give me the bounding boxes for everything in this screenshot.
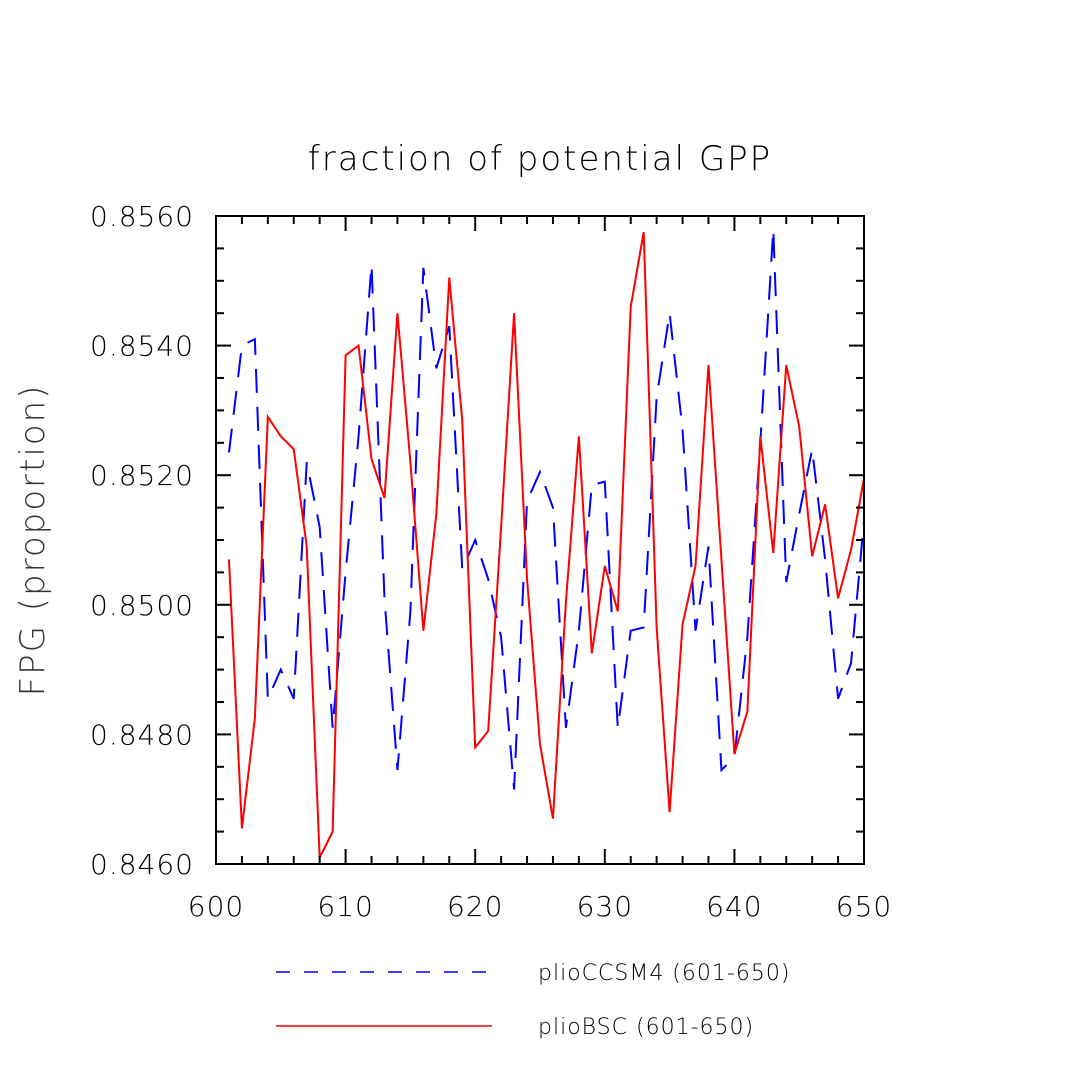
x-tick-label: 620 [447, 890, 503, 923]
x-tick-label: 630 [577, 890, 633, 923]
y-tick-label: 0.8520 [90, 459, 194, 492]
y-tick-label: 0.8540 [90, 330, 194, 363]
y-tick-label: 0.8500 [90, 589, 194, 622]
x-tick-label: 600 [188, 890, 244, 923]
chart-title: fraction of potential GPP [308, 139, 772, 179]
x-tick-label: 640 [706, 890, 762, 923]
series-layer [227, 228, 865, 858]
y-tick-label: 0.8480 [90, 718, 194, 751]
x-tick-label: 610 [317, 890, 373, 923]
x-tick-label: 650 [836, 890, 892, 923]
y-tick-label: 0.8460 [90, 848, 194, 881]
legend-label-plioccsm4: plioCCSM4 (601-650) [538, 961, 790, 986]
legend: plioCCSM4 (601-650) plioBSC (601-650) [276, 961, 790, 1040]
ticks-layer: 600 610 620 630 640 650 0.8460 0.8480 0.8500 0.85… [90, 200, 892, 923]
y-tick-label: 0.8560 [90, 200, 194, 233]
series-line-pliobsc [227, 232, 865, 858]
y-axis-label: FPG (proportion) [13, 384, 53, 697]
plot-frame [215, 215, 865, 865]
legend-label-pliobsc: plioBSC (601-650) [538, 1015, 754, 1040]
